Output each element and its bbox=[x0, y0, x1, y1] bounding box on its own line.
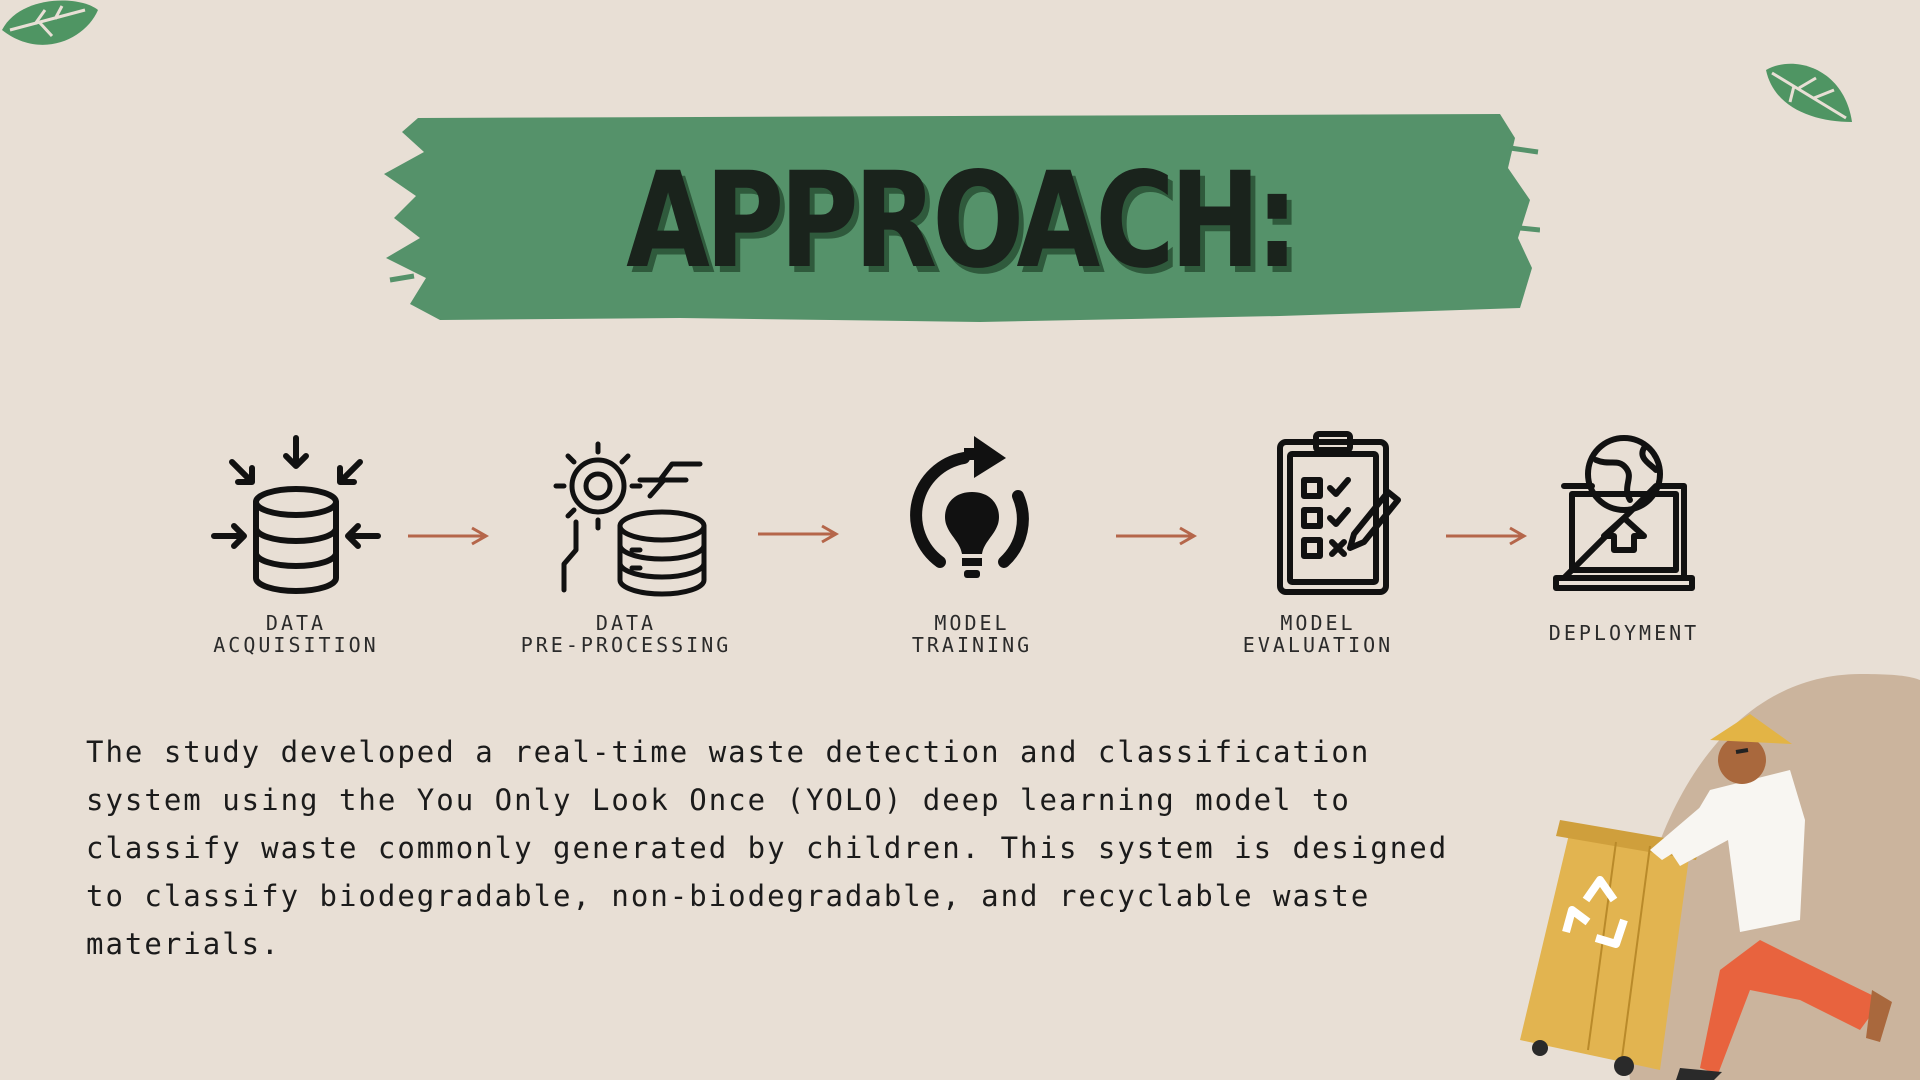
brush-stroke-shape bbox=[384, 114, 1540, 322]
clipboard-checklist-icon bbox=[1277, 431, 1401, 595]
step-deployment: DEPLOYMENT bbox=[1504, 430, 1744, 644]
description-paragraph: The study developed a real-time waste de… bbox=[86, 735, 1449, 961]
lightbulb-refresh-icon bbox=[910, 436, 1029, 578]
worker-figure bbox=[1650, 714, 1892, 1080]
step-label: MODEL EVALUATION bbox=[1242, 611, 1394, 657]
arrow-right-icon bbox=[408, 526, 490, 546]
step-label: DEPLOYMENT bbox=[1548, 621, 1700, 645]
gear-database-icon bbox=[553, 441, 707, 597]
leaf-icon-top-right bbox=[1766, 63, 1852, 122]
recycling-worker-illustration bbox=[1520, 674, 1920, 1080]
arrow-right-icon bbox=[758, 524, 840, 544]
process-steps: DATA ACQUISITION DATA PRE-PROCESSING bbox=[176, 430, 1744, 656]
database-icon bbox=[211, 435, 381, 594]
recycle-icon bbox=[1562, 876, 1628, 948]
page-title: APPROACH: bbox=[626, 144, 1299, 298]
laptop-globe-upload-icon bbox=[1553, 435, 1695, 591]
step-label: DATA PRE-PROCESSING bbox=[520, 611, 732, 657]
step-model-evaluation: MODEL EVALUATION bbox=[1198, 430, 1438, 656]
arrow-right-icon bbox=[1446, 526, 1528, 546]
step-model-training: MODEL TRAINING bbox=[852, 430, 1092, 656]
step-label: MODEL TRAINING bbox=[911, 611, 1033, 657]
step-data-preprocessing: DATA PRE-PROCESSING bbox=[506, 430, 746, 656]
arrow-right-icon bbox=[1116, 526, 1198, 546]
step-data-acquisition: DATA ACQUISITION bbox=[176, 430, 416, 656]
leaf-icon-top-left bbox=[2, 0, 98, 45]
step-label: DATA ACQUISITION bbox=[213, 611, 379, 657]
title-banner: APPROACH: bbox=[380, 108, 1540, 328]
